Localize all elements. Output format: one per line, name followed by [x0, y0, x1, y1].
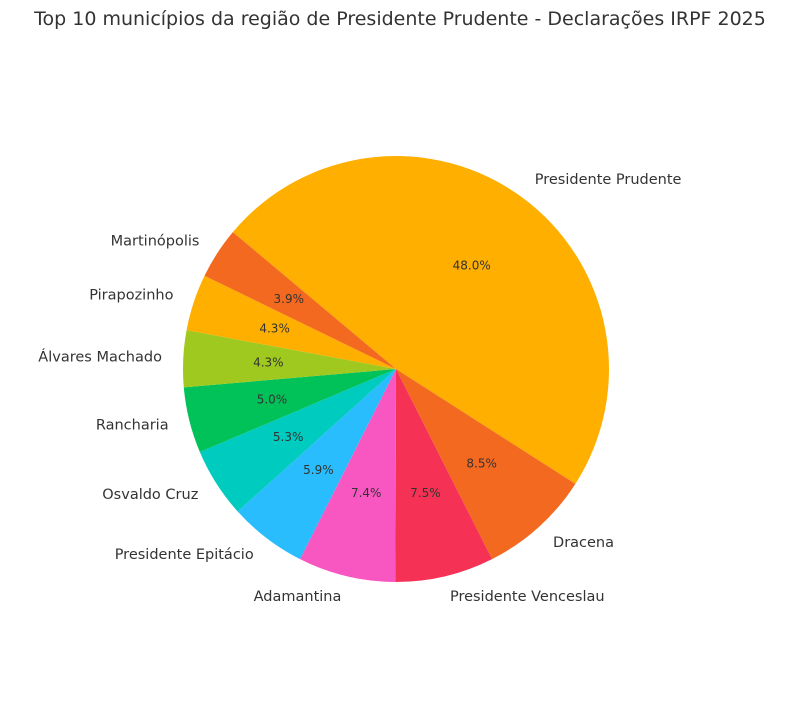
pie-slice [186, 275, 396, 369]
slice-percent-label: 4.3% [253, 355, 284, 369]
pie-slice [183, 369, 396, 453]
slice-percent-label: 4.3% [259, 321, 290, 335]
slice-label: Presidente Venceslau [450, 589, 605, 605]
slice-label: Dracena [553, 535, 614, 551]
slice-percent-label: 5.9% [303, 463, 334, 477]
pie-slice [395, 369, 493, 582]
slice-percent-label: 5.3% [273, 430, 304, 444]
pie-slice [199, 369, 396, 512]
slice-percent-label: 5.0% [257, 392, 288, 406]
chart-title: Top 10 municípios da região de President… [34, 8, 766, 30]
slice-percent-label: 7.5% [410, 486, 441, 500]
slice-label: Presidente Prudente [535, 172, 682, 188]
slice-percent-label: 8.5% [466, 456, 497, 470]
slice-label: Presidente Epitácio [115, 547, 254, 563]
pie-slice [396, 369, 576, 560]
slice-label: Rancharia [96, 417, 169, 433]
slice-percent-label: 48.0% [453, 259, 491, 273]
pie-slice [232, 155, 610, 484]
slice-label: Adamantina [254, 589, 342, 605]
pie-slice [300, 369, 396, 582]
slice-percent-label: 3.9% [274, 292, 305, 306]
pie-slice [237, 369, 396, 560]
slice-label: Pirapozinho [89, 288, 173, 304]
slice-percent-label: 7.4% [351, 486, 382, 500]
slice-label: Osvaldo Cruz [102, 487, 198, 503]
pie-slice [204, 232, 396, 369]
pie-slice [183, 330, 396, 388]
slice-label: Martinópolis [111, 233, 200, 249]
slice-label: Álvares Machado [38, 349, 162, 366]
